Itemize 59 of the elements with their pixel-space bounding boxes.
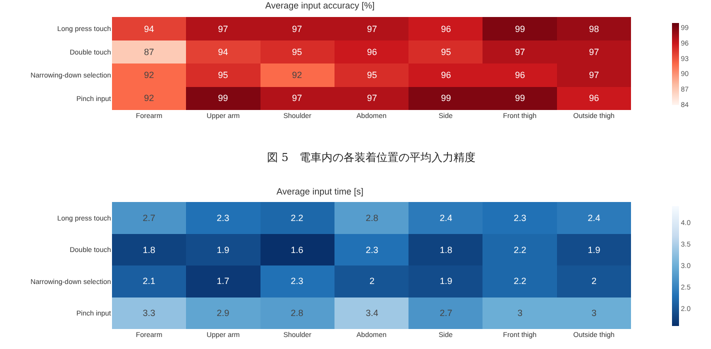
data-label: 1.8	[440, 245, 452, 256]
data-label: 2	[591, 276, 597, 286]
data-label: 97	[366, 93, 378, 104]
data-label: 96	[366, 47, 378, 58]
data-label: 1.7	[216, 276, 230, 286]
data-label: 2	[369, 276, 375, 286]
data-label: 95	[218, 70, 228, 80]
data-label: 2.3	[366, 245, 378, 256]
data-label: 92	[144, 70, 154, 80]
data-label: 92	[292, 70, 302, 80]
data-label: 98	[588, 24, 600, 34]
data-label: 3	[517, 308, 523, 318]
data-label: 3.4	[366, 308, 378, 318]
data-label: 2.3	[514, 213, 526, 224]
data-label: 97	[588, 70, 600, 80]
data-label: 99	[218, 93, 228, 104]
data-label: 95	[366, 70, 378, 80]
data-label: 2.7	[440, 308, 452, 318]
data-label: 1.9	[588, 245, 600, 256]
chart-title: Average input accuracy [%]	[265, 0, 375, 10]
data-label: 97	[366, 24, 378, 34]
data-label: 96	[440, 24, 452, 34]
data-label: 97	[514, 47, 526, 58]
data-label: 95	[292, 47, 302, 58]
data-label: 1.9	[440, 276, 452, 286]
chart-title: Average input time [s]	[276, 186, 364, 196]
caption: 図 5 電車内の各装着位置の平均入力精度	[267, 151, 476, 164]
data-label: 96	[440, 70, 452, 80]
data-label: 1.6	[290, 245, 304, 256]
data-label: 99	[440, 93, 452, 104]
data-label: 94	[218, 47, 228, 58]
data-label: 94	[144, 24, 154, 34]
data-label: 2.2	[514, 276, 526, 286]
data-label: 2.2	[514, 245, 526, 256]
data-label: 96	[514, 70, 526, 80]
data-label: 95	[440, 47, 452, 58]
data-label: 87	[144, 47, 154, 58]
data-label: 1.8	[142, 245, 156, 256]
data-label: 3.3	[142, 308, 156, 318]
data-label: 97	[218, 24, 228, 34]
data-label: 92	[144, 93, 154, 104]
data-label: 1.9	[216, 245, 230, 256]
data-label: 2.1	[142, 276, 156, 286]
data-label: 99	[514, 24, 526, 34]
data-label: 2.8	[290, 308, 304, 318]
data-label: 2.4	[588, 213, 600, 224]
data-label: 2.8	[366, 213, 378, 224]
data-label: 97	[588, 47, 600, 58]
data-label: 2.3	[290, 276, 304, 286]
data-label: 2.9	[216, 308, 230, 318]
data-label: 3	[591, 308, 597, 318]
data-label: 97	[292, 24, 302, 34]
data-label: 97	[292, 93, 302, 104]
data-label: 2.7	[142, 213, 156, 224]
data-label: 99	[514, 93, 526, 104]
data-label: 2.3	[216, 213, 230, 224]
data-label: 2.4	[440, 213, 452, 224]
data-label: 2.2	[290, 213, 304, 224]
data-label: 96	[588, 93, 600, 104]
